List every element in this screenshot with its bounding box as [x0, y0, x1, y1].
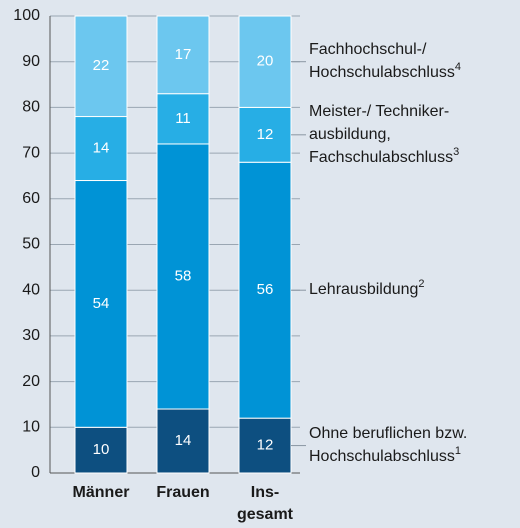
y-tick-label: 100 [13, 7, 40, 24]
value-label: 22 [93, 57, 110, 74]
legend-text: ausbildung, [309, 126, 391, 143]
legend-label: Ohne beruflichen bzw. [309, 425, 467, 442]
value-label: 56 [257, 281, 274, 298]
y-tick-label: 40 [22, 281, 40, 298]
y-tick-label: 50 [22, 236, 40, 253]
legend-note: 1 [455, 445, 461, 457]
bar-segment [156, 143, 210, 410]
legend-text: Ohne beruflichen bzw. [309, 425, 467, 442]
legend-text: Fachschulabschluss [309, 149, 453, 166]
x-tick-label: Ins- [251, 484, 279, 501]
legend-text: Hochschulabschluss [309, 64, 455, 81]
legend-text: Hochschulabschluss [309, 448, 455, 465]
y-tick-label: 60 [22, 190, 40, 207]
value-label: 12 [257, 437, 274, 454]
legend-label: Lehrausbildung2 [309, 278, 425, 298]
y-tick-label: 10 [22, 419, 40, 436]
legend-text: Lehrausbildung [309, 281, 418, 298]
value-label: 17 [175, 46, 192, 63]
value-label: 58 [175, 267, 192, 284]
legend-note: 2 [418, 278, 424, 290]
bar-segment [74, 426, 128, 474]
legend-label: Fachhochschul-/ [309, 41, 427, 58]
y-tick-label: 30 [22, 327, 40, 344]
legend-text: Meister-/ Techniker- [309, 103, 449, 120]
bar-segment [238, 417, 292, 474]
bar-segment [74, 180, 128, 428]
legend-note: 4 [455, 61, 461, 73]
bar-segment [156, 93, 210, 145]
bar-segment [156, 15, 210, 95]
value-label: 10 [93, 441, 110, 458]
bar-segment [238, 161, 292, 419]
value-label: 54 [93, 295, 110, 312]
legend-text: Fachhochschul-/ [309, 41, 427, 58]
x-tick-label: gesamt [237, 506, 294, 523]
bar-segment [74, 15, 128, 118]
value-label: 14 [175, 432, 192, 449]
x-tick-label: Frauen [156, 484, 209, 501]
legend-label: Meister-/ Techniker- [309, 103, 449, 120]
value-label: 20 [257, 53, 274, 70]
legend-label: ausbildung, [309, 126, 391, 143]
y-tick-label: 80 [22, 99, 40, 116]
y-tick-label: 20 [22, 373, 40, 390]
y-tick-label: 0 [31, 464, 40, 481]
legend-label: Hochschulabschluss1 [309, 445, 461, 465]
value-label: 14 [93, 139, 110, 156]
y-tick-label: 90 [22, 53, 40, 70]
y-tick-label: 70 [22, 144, 40, 161]
bar-segment [74, 116, 128, 182]
x-tick-label: Männer [73, 484, 130, 501]
value-label: 12 [257, 126, 274, 143]
value-label: 11 [175, 110, 191, 127]
legend-note: 3 [453, 146, 459, 158]
bar-segment [156, 408, 210, 474]
legend-label: Fachschulabschluss3 [309, 146, 459, 166]
legend-label: Hochschulabschluss4 [309, 61, 461, 81]
